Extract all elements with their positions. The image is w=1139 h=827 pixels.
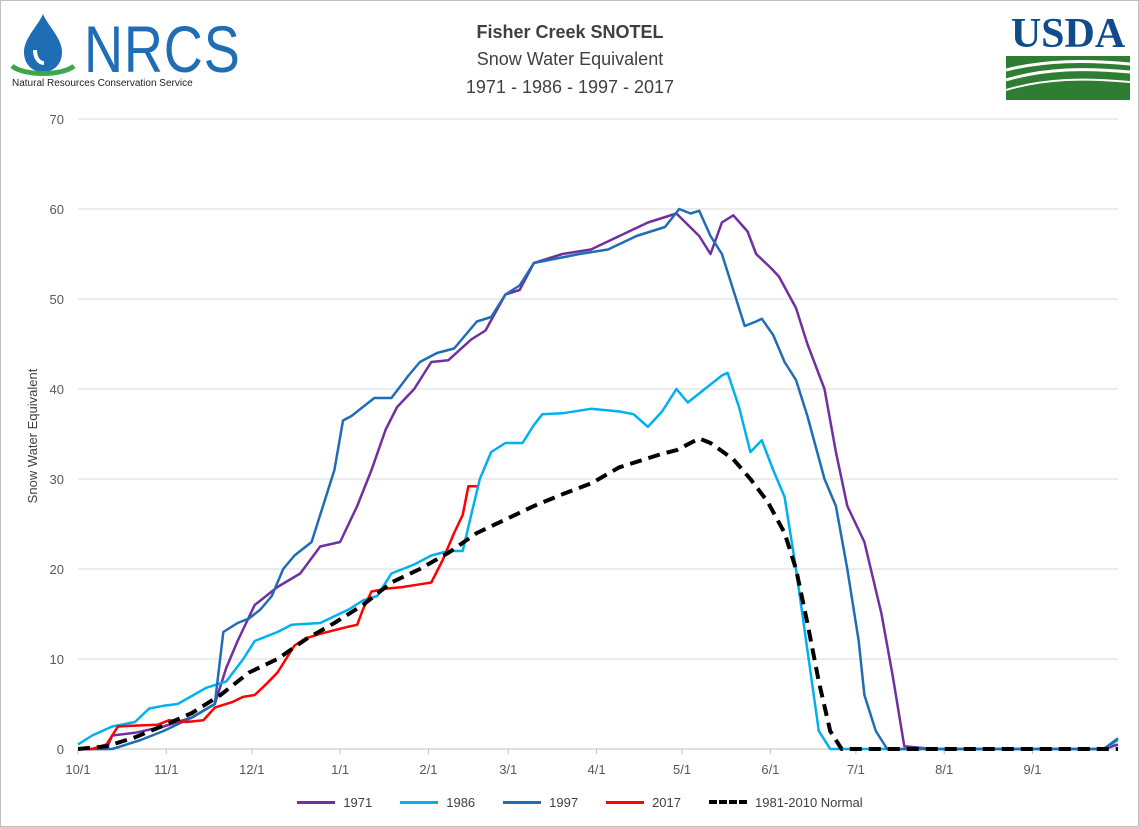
nrcs-subtitle: Natural Resources Conservation Service (12, 78, 193, 89)
chart-title: Fisher Creek SNOTEL (476, 22, 664, 42)
y-tick-label: 50 (50, 292, 64, 307)
series-lines (77, 207, 1119, 751)
y-tick-label: 20 (50, 562, 64, 577)
legend-label: 1981-2010 Normal (755, 794, 863, 810)
x-tick-label: 5/1 (673, 762, 691, 777)
legend-label: 1971 (343, 794, 373, 810)
y-tick-labels: 0 10 20 30 40 50 60 70 (50, 112, 64, 757)
legend-label: 1986 (446, 794, 476, 810)
y-tick-label: 0 (57, 742, 64, 757)
x-tick-label: 1/1 (331, 762, 349, 777)
x-tick-label: 7/1 (847, 762, 865, 777)
nrcs-logo: NRCS Natural Resources Conservation Serv… (10, 12, 240, 92)
x-tick-label: 6/1 (761, 762, 779, 777)
legend-swatch (709, 800, 747, 804)
legend-item: 1981-2010 Normal (709, 792, 863, 812)
legend: 1971 1986 1997 2017 1981-2010 Normal (280, 792, 880, 812)
y-tick-label: 60 (50, 202, 64, 217)
legend-label: 2017 (652, 794, 681, 810)
legend-swatch (606, 800, 645, 804)
x-tick-label: 8/1 (935, 762, 953, 777)
x-tick-label: 2/1 (419, 762, 437, 777)
legend-swatch (297, 800, 336, 804)
x-tick-label: 11/1 (154, 762, 178, 777)
chart-subtitle: Snow Water Equivalent (476, 49, 664, 69)
nrcs-wordmark: NRCS (84, 12, 241, 86)
legend-swatch (503, 800, 542, 804)
usda-logo: USDA (1006, 12, 1130, 100)
series-line-2017 (78, 484, 477, 751)
x-tick-label: 3/1 (499, 762, 517, 777)
usda-fields-icon (1006, 56, 1130, 100)
x-tick-label: 4/1 (588, 762, 606, 777)
chart-title-block: Fisher Creek SNOTEL Snow Water Equivalen… (280, 20, 860, 101)
legend-item: 1997 (503, 792, 578, 812)
x-tick-label: 12/1 (239, 762, 264, 777)
series-line-1986 (77, 371, 1119, 751)
series-line-1997 (78, 207, 1119, 751)
x-tick-label: 9/1 (1023, 762, 1041, 777)
y-tick-label: 70 (50, 112, 64, 127)
x-tick-labels: 10/1 11/1 12/1 1/1 2/1 3/1 4/1 5/1 6/1 7/1 8/1 9/1 (65, 749, 1042, 777)
water-drop-icon (10, 14, 76, 76)
legend-swatch (400, 800, 439, 804)
series-line-1981-2010-normal (77, 436, 1118, 751)
gridlines (78, 118, 1118, 750)
legend-item: 2017 (606, 792, 681, 812)
y-tick-label: 30 (50, 472, 64, 487)
x-tick-label: 10/1 (65, 762, 90, 777)
legend-label: 1997 (549, 794, 579, 810)
usda-wordmark: USDA (1010, 11, 1126, 57)
y-axis-label: Snow Water Equivalent (25, 368, 40, 503)
chart-years: 1971 - 1986 - 1997 - 2017 (465, 77, 675, 97)
y-tick-label: 10 (50, 652, 64, 667)
y-tick-label: 40 (50, 382, 64, 397)
legend-item: 1986 (400, 792, 475, 812)
legend-item: 1971 (297, 792, 372, 812)
